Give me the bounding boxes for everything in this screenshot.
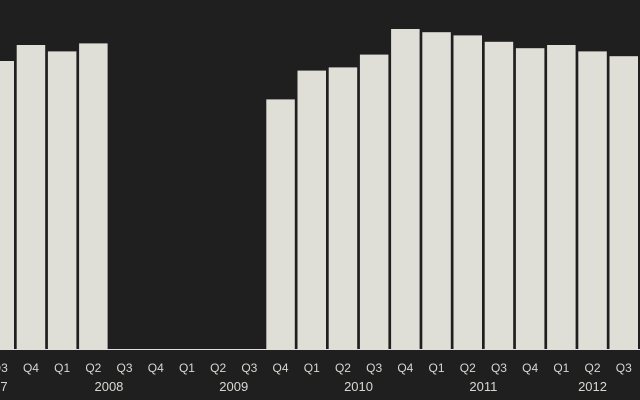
bar-15 <box>453 35 482 350</box>
year-label-5: 2012 <box>578 379 607 394</box>
bar-17 <box>515 48 545 349</box>
quarter-label-12: Q3 <box>366 361 382 375</box>
quarter-label-8: Q3 <box>241 361 257 375</box>
bar-1 <box>16 45 46 349</box>
bar-13 <box>391 29 420 349</box>
year-label-4: 2011 <box>469 379 497 394</box>
bar-0 <box>0 61 14 349</box>
quarter-label-3: Q2 <box>85 361 101 375</box>
year-label-3: 2010 <box>344 379 373 394</box>
bar-10 <box>297 70 326 349</box>
bar-19 <box>578 51 607 350</box>
quarter-label-10: Q1 <box>304 361 320 375</box>
quarter-label-16: Q3 <box>491 361 507 375</box>
quarter-label-4: Q3 <box>117 361 133 375</box>
quarter-label-11: Q2 <box>335 361 351 375</box>
bar-14 <box>422 32 451 349</box>
quarter-label-9: Q4 <box>273 361 289 375</box>
bar-18 <box>547 45 576 349</box>
year-label-0: 7 <box>0 379 7 394</box>
bars-group <box>0 29 638 350</box>
quarter-label-0: Q3 <box>0 361 8 375</box>
quarter-label-15: Q2 <box>460 361 476 375</box>
bar-9 <box>266 99 295 350</box>
year-labels-group: 7 2008 2009 2010 2011 2012 <box>0 379 607 394</box>
bar-16 <box>484 41 514 350</box>
bar-3 <box>79 43 108 350</box>
quarter-label-17: Q4 <box>522 361 538 375</box>
bar-12 <box>359 54 389 349</box>
bar-2 <box>47 51 77 350</box>
quarter-label-20: Q3 <box>616 361 632 375</box>
quarter-label-7: Q2 <box>210 361 226 375</box>
quarter-label-18: Q1 <box>553 361 569 375</box>
bar-20 <box>609 56 638 349</box>
quarter-label-2: Q1 <box>54 361 70 375</box>
quarter-label-19: Q2 <box>585 361 601 375</box>
year-label-1: 2008 <box>94 379 123 394</box>
quarter-label-6: Q1 <box>179 361 195 375</box>
quarter-label-14: Q1 <box>429 361 445 375</box>
quarter-label-13: Q4 <box>397 361 413 375</box>
quarter-label-1: Q4 <box>23 361 39 375</box>
year-label-2: 2009 <box>219 379 248 394</box>
quarter-label-5: Q4 <box>148 361 164 375</box>
quarter-labels-group: Q3 Q4 Q1 Q2 Q3 Q4 Q1 Q2 Q3 Q4 Q1 Q2 Q3 Q4 Q1 Q2 Q3 Q4 Q1 Q2… <box>0 361 632 375</box>
bar-11 <box>328 67 358 350</box>
